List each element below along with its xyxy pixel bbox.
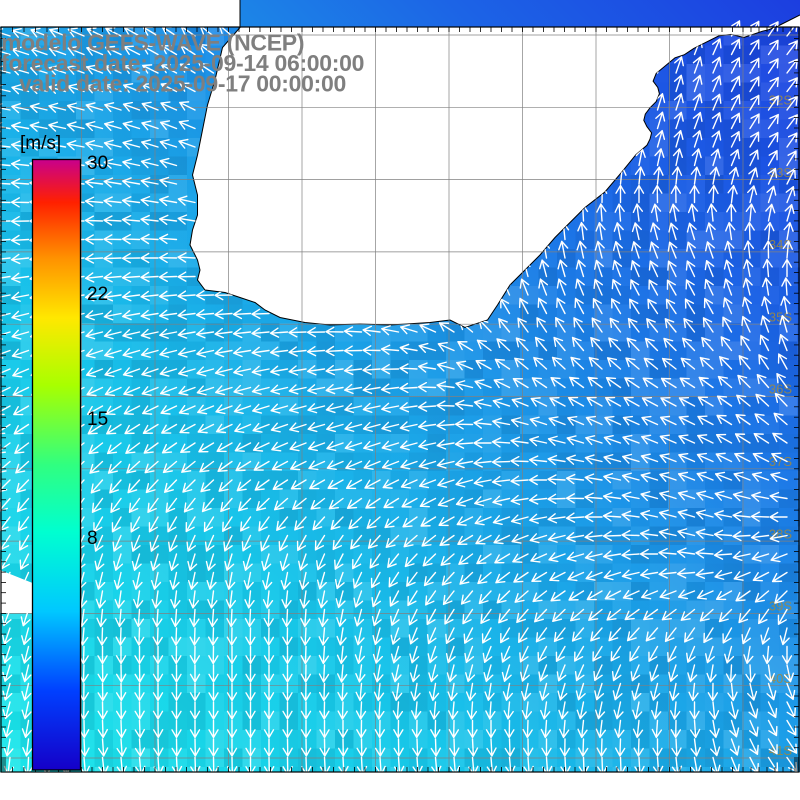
- svg-text:[m/s]: [m/s]: [20, 133, 61, 154]
- svg-text:37S: 37S: [769, 454, 792, 469]
- svg-text:15: 15: [87, 409, 108, 430]
- svg-text:22: 22: [87, 284, 108, 305]
- svg-text:valid date: 2025-09-17 00:00:0: valid date: 2025-09-17 00:00:00: [19, 71, 346, 97]
- svg-text:8: 8: [87, 528, 98, 549]
- svg-text:30: 30: [87, 153, 108, 174]
